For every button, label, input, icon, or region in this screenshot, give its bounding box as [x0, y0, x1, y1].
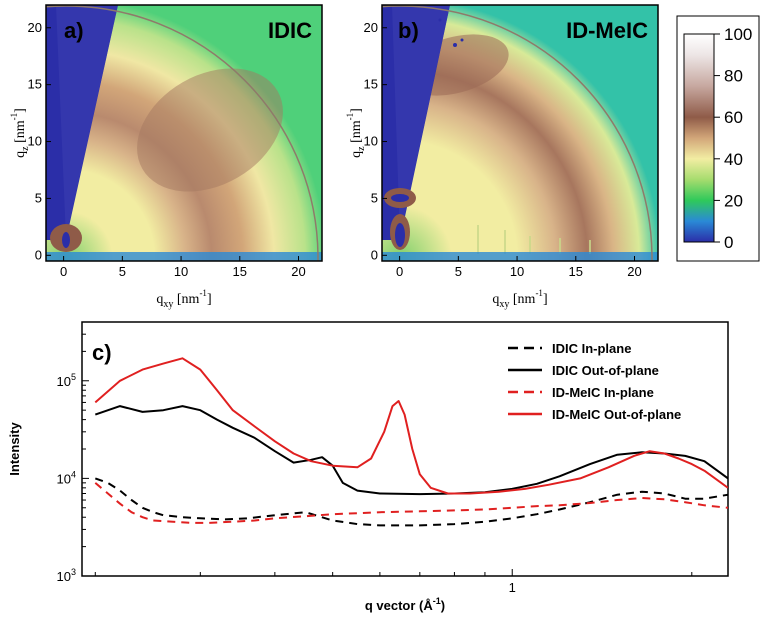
legend-label: IDIC Out-of-plane [552, 363, 659, 378]
line-chart-ticks: 103 104 105 1 [57, 321, 693, 595]
x-tick-label: 20 [627, 264, 641, 279]
legend: IDIC In-plane IDIC Out-of-plane ID-MeIC In… [508, 341, 681, 422]
heatmap-a-ticks: 0 5 10 15 20 0 5 10 15 20 [28, 20, 306, 279]
y-tick-label: 104 [57, 469, 76, 486]
heatmap-a-peak-core [62, 232, 70, 248]
legend-label: ID-MeIC Out-of-plane [552, 407, 681, 422]
colorbar: 0 20 40 60 80 100 [676, 15, 760, 262]
heatmap-b-wedge-edge [392, 5, 450, 238]
heatmap-a-ring [46, 5, 319, 261]
heatmap-b-frame [381, 4, 659, 262]
panel-b-ylabel: qz [nm-1] [345, 108, 367, 158]
y-tick-label: 0 [35, 247, 42, 262]
panel-b-title: ID-MeIC [566, 18, 648, 43]
heatmap-panel-a: 0 5 10 15 20 0 5 10 15 20 a) IDIC qxy [nm-1] qz [… [9, 4, 323, 310]
heatmap-b-spot [453, 43, 457, 47]
y-tick-label: 20 [28, 20, 42, 35]
y-tick-label: 5 [35, 190, 42, 205]
heatmap-b-ticks: 0 5 10 15 20 0 5 10 15 20 [364, 20, 642, 279]
heatmap-a-wedge-edge [56, 5, 118, 238]
heatmap-panel-b: 0 5 10 15 20 0 5 10 15 20 b) ID-MeIC qxy [nm-1] q… [345, 4, 659, 310]
x-tick-label: 10 [174, 264, 188, 279]
colorbar-tick-label: 20 [724, 191, 743, 210]
heatmap-a-frame [45, 4, 323, 262]
heatmap-b-ring [382, 5, 653, 261]
x-tick-label: 15 [569, 264, 583, 279]
y-tick-label: 15 [28, 77, 42, 92]
y-tick-label: 0 [371, 247, 378, 262]
series-line [94, 405, 728, 496]
legend-label: ID-MeIC In-plane [552, 385, 654, 400]
heatmap-a-horizon [46, 252, 322, 261]
colorbar-tick-label: 80 [724, 67, 743, 86]
legend-label: IDIC In-plane [552, 341, 631, 356]
panel-a-xlabel: qxy [nm-1] [156, 288, 211, 310]
panel-c-xlabel: q vector (Å-1) [365, 596, 445, 613]
x-tick-label: 1 [509, 580, 516, 595]
y-tick-label: 15 [364, 77, 378, 92]
line-chart-panel-c: 103 104 105 1 c) q vector (Å-1) Intensity I… [7, 321, 729, 613]
panel-b-xlabel: qxy [nm-1] [492, 288, 547, 310]
colorbar-ticks: 0 20 40 60 80 100 [714, 25, 752, 252]
x-tick-label: 15 [233, 264, 247, 279]
heatmap-b-streaks [477, 225, 591, 254]
y-tick-label: 103 [57, 567, 76, 584]
heatmap-b-horizon [382, 252, 658, 261]
panel-c-letter: c) [92, 340, 112, 365]
heatmap-b-peak-lower-core [395, 223, 405, 247]
x-tick-label: 5 [455, 264, 462, 279]
heatmap-b-spot [460, 38, 464, 42]
heatmap-a-halo-lobe [137, 68, 283, 192]
colorbar-tick-label: 0 [724, 233, 733, 252]
colorbar-tick-label: 60 [724, 108, 743, 127]
colorbar-tick-label: 100 [724, 25, 752, 44]
panel-b-letter: b) [398, 18, 419, 43]
series-line [94, 357, 728, 495]
colorbar-gradient [683, 33, 715, 243]
panel-a-title: IDIC [268, 18, 312, 43]
heatmap-b-peak-upper-core [391, 194, 409, 202]
x-tick-label: 20 [291, 264, 305, 279]
x-tick-label: 10 [510, 264, 524, 279]
heatmap-b-spot [438, 18, 442, 22]
y-tick-label: 20 [364, 20, 378, 35]
panel-c-ylabel: Intensity [7, 422, 22, 476]
y-tick-label: 10 [28, 134, 42, 149]
y-tick-label: 105 [57, 372, 76, 389]
x-tick-label: 0 [396, 264, 403, 279]
series-line [94, 477, 728, 527]
colorbar-tick-label: 40 [724, 150, 743, 169]
x-tick-label: 0 [60, 264, 67, 279]
y-tick-label: 5 [371, 190, 378, 205]
line-chart-series [94, 357, 728, 527]
y-tick-label: 10 [364, 134, 378, 149]
x-tick-label: 5 [119, 264, 126, 279]
panel-a-letter: a) [64, 18, 84, 43]
panel-a-ylabel: qz [nm-1] [9, 108, 31, 158]
